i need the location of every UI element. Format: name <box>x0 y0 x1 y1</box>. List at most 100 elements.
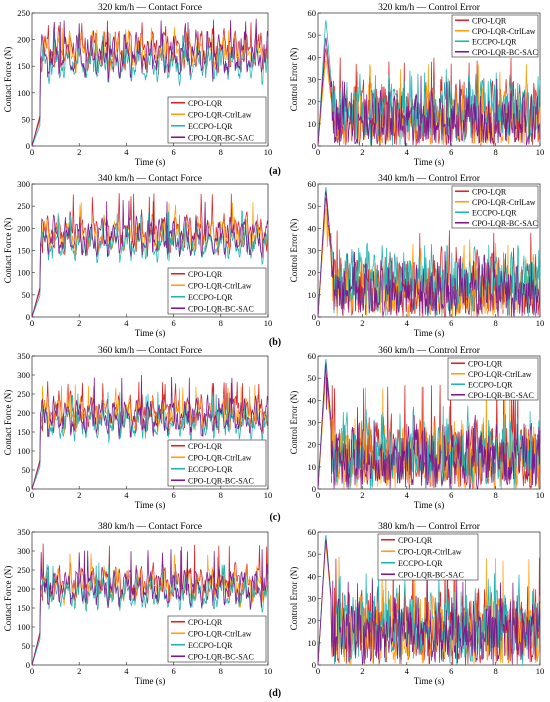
y-tick-label: 100 <box>17 88 30 98</box>
x-tick-label: 6 <box>449 666 453 676</box>
legend-box <box>451 185 539 229</box>
x-tick-label: 4 <box>124 147 129 157</box>
row-label-a: (a) <box>269 166 281 177</box>
legend-label: CPO-LQR-BC-SAC <box>188 476 254 485</box>
series-line-eccpo-lqr <box>317 534 541 666</box>
legend-label: CPO-LQR <box>398 536 433 545</box>
x-tick-label: 6 <box>449 318 453 328</box>
legend-label: CPO-LQR-BC-SAC <box>472 219 538 228</box>
legend-label: CPO-LQR-BC-SAC <box>188 304 254 313</box>
x-tick-label: 10 <box>264 666 273 676</box>
y-axis-label: Contact Force (N) <box>3 218 13 283</box>
x-tick-label: 6 <box>449 490 453 500</box>
legend: CPO-LQRCPO-LQR-CtrlLawECCPO-LQRCPO-LQR-B… <box>377 533 479 581</box>
y-tick-label: 200 <box>17 584 30 594</box>
y-tick-label: 250 <box>17 8 30 18</box>
legend-label: CPO-LQR-CtrlLaw <box>188 453 252 462</box>
legend-label: CPO-LQR <box>472 187 507 196</box>
x-tick-label: 0 <box>30 490 34 500</box>
series-line-cpo-lqr-ctrllaw <box>31 26 269 147</box>
y-tick-label: 20 <box>308 616 317 626</box>
x-tick-label: 0 <box>316 666 320 676</box>
y-tick-label: 350 <box>17 527 30 537</box>
y-tick-label: 200 <box>17 223 30 233</box>
legend-label: CPO-LQR <box>188 270 223 279</box>
row-label-d: (d) <box>269 688 281 699</box>
x-tick-label: 2 <box>360 147 364 157</box>
y-tick-label: 0 <box>26 312 30 322</box>
row-label-b: (b) <box>269 337 281 348</box>
y-tick-label: 60 <box>308 527 317 537</box>
series-line-eccpo-lqr <box>31 32 269 147</box>
y-axis-label: Contact Force (N) <box>3 47 13 112</box>
y-axis-label: Control Error (N) <box>289 219 299 282</box>
y-tick-label: 0 <box>312 312 316 322</box>
x-axis-label: Time (s) <box>135 157 165 167</box>
x-tick-label: 6 <box>171 666 175 676</box>
y-tick-label: 10 <box>308 290 317 300</box>
legend-label: CPO-LQR <box>188 442 223 451</box>
series-line-cpo-lqr-bc-sac <box>31 199 269 318</box>
legend-label: ECCPO-LQR <box>472 208 517 217</box>
legend-label: CPO-LQR-BC-SAC <box>188 652 254 661</box>
x-tick-label: 10 <box>264 147 273 157</box>
x-tick-label: 2 <box>77 147 81 157</box>
y-axis-label: Control Error (N) <box>289 48 299 111</box>
x-axis-label: Time (s) <box>135 328 165 338</box>
y-tick-label: 10 <box>308 119 317 129</box>
y-tick-label: 50 <box>22 641 31 651</box>
x-tick-label: 4 <box>405 666 410 676</box>
legend-label: CPO-LQR-CtrlLaw <box>398 547 462 556</box>
legend-box <box>167 439 267 487</box>
y-axis-label: Contact Force (N) <box>3 390 13 455</box>
x-tick-label: 6 <box>449 147 453 157</box>
y-tick-label: 40 <box>308 571 317 581</box>
y-axis-label: Control Error (N) <box>289 391 299 454</box>
y-tick-label: 40 <box>308 52 317 62</box>
y-tick-label: 30 <box>308 75 317 85</box>
legend-label: CPO-LQR-CtrlLaw <box>188 110 252 119</box>
x-tick-label: 8 <box>493 490 497 500</box>
x-tick-label: 2 <box>360 318 364 328</box>
x-tick-label: 0 <box>30 147 34 157</box>
x-tick-label: 0 <box>316 490 320 500</box>
x-tick-label: 4 <box>124 318 129 328</box>
legend-box <box>167 96 267 144</box>
y-tick-label: 10 <box>308 462 317 472</box>
series-line-cpo-lqr <box>31 193 269 318</box>
y-tick-label: 40 <box>308 223 317 233</box>
legend: CPO-LQRCPO-LQR-CtrlLawECCPO-LQRCPO-LQR-B… <box>167 439 267 487</box>
y-tick-label: 60 <box>308 179 317 189</box>
legend-label: CPO-LQR <box>188 99 223 108</box>
series-line-cpo-lqr-bc-sac <box>317 37 541 147</box>
row-label-c: (c) <box>269 512 280 523</box>
x-tick-label: 8 <box>219 318 223 328</box>
series-line-cpo-lqr-bc-sac <box>317 539 541 666</box>
legend-label: ECCPO-LQR <box>472 37 517 46</box>
chart-title: 340 km/h — Control Error <box>378 174 481 184</box>
y-tick-label: 300 <box>17 370 30 380</box>
legend-label: ECCPO-LQR <box>188 641 233 650</box>
series-line-eccpo-lqr <box>31 562 269 666</box>
x-tick-label: 10 <box>536 147 545 157</box>
y-tick-label: 50 <box>308 373 317 383</box>
y-tick-label: 100 <box>17 268 30 278</box>
legend: CPO-LQRCPO-LQR-CtrlLawECCPO-LQRCPO-LQR-B… <box>447 357 539 401</box>
legend-box <box>451 14 539 58</box>
y-tick-label: 300 <box>17 546 30 556</box>
y-tick-label: 200 <box>17 35 30 45</box>
x-tick-label: 2 <box>77 666 81 676</box>
legend-label: ECCPO-LQR <box>188 122 233 131</box>
y-axis-label: Control Error (N) <box>289 567 299 630</box>
legend-label: CPO-LQR <box>472 16 507 25</box>
y-tick-label: 350 <box>17 351 30 361</box>
chart-panel-4: 340 km/h — Control Error 0 2 4 6 8 10 0 10 20 30 40… <box>289 174 544 338</box>
x-axis-label: Time (s) <box>135 676 165 686</box>
y-tick-label: 150 <box>17 246 30 256</box>
y-tick-label: 20 <box>308 97 317 107</box>
series-line-cpo-lqr-bc-sac <box>31 375 269 490</box>
legend-box <box>447 357 539 401</box>
x-tick-label: 8 <box>493 147 497 157</box>
legend-label: CPO-LQR-BC-SAC <box>472 48 538 57</box>
x-tick-label: 0 <box>316 318 320 328</box>
